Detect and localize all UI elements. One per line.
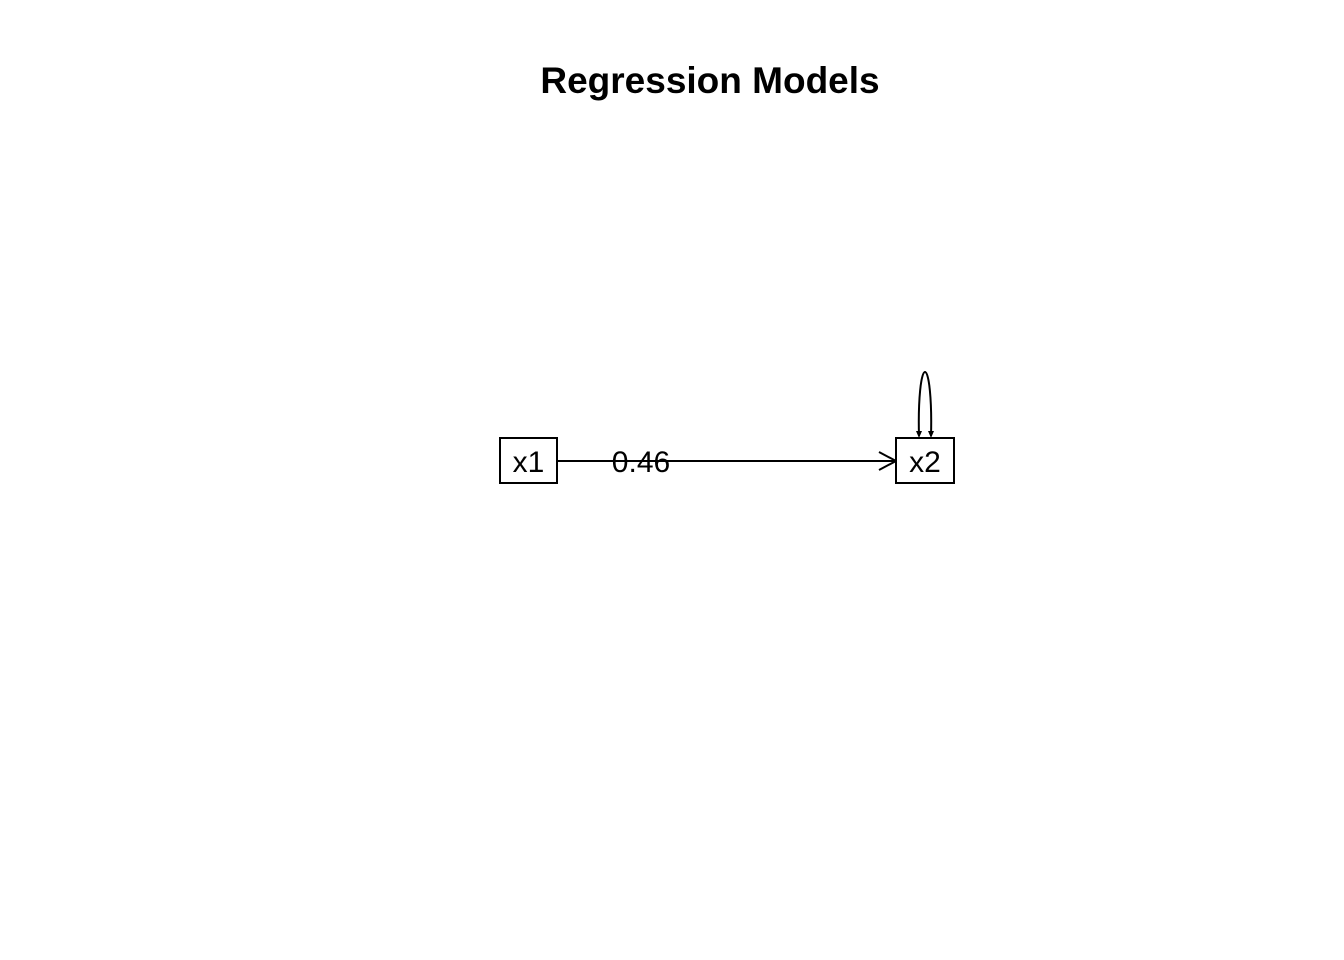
node-label-x1: x1 <box>513 446 545 479</box>
self-loop-x2 <box>916 370 934 438</box>
edge-label-x1-x2: 0.46 <box>612 446 670 479</box>
node-x2: x2 <box>895 437 955 484</box>
loop-arrowhead-right-icon <box>928 431 934 438</box>
loop-arrowhead-left-icon <box>916 431 922 438</box>
node-box <box>499 437 558 484</box>
node-label-x2: x2 <box>909 446 941 479</box>
node-x1: x1 <box>499 437 558 484</box>
edge-x1-x2 <box>557 451 899 471</box>
diagram-title: Regression Models <box>540 60 879 101</box>
loop-path <box>917 370 933 437</box>
node-box <box>895 437 955 484</box>
